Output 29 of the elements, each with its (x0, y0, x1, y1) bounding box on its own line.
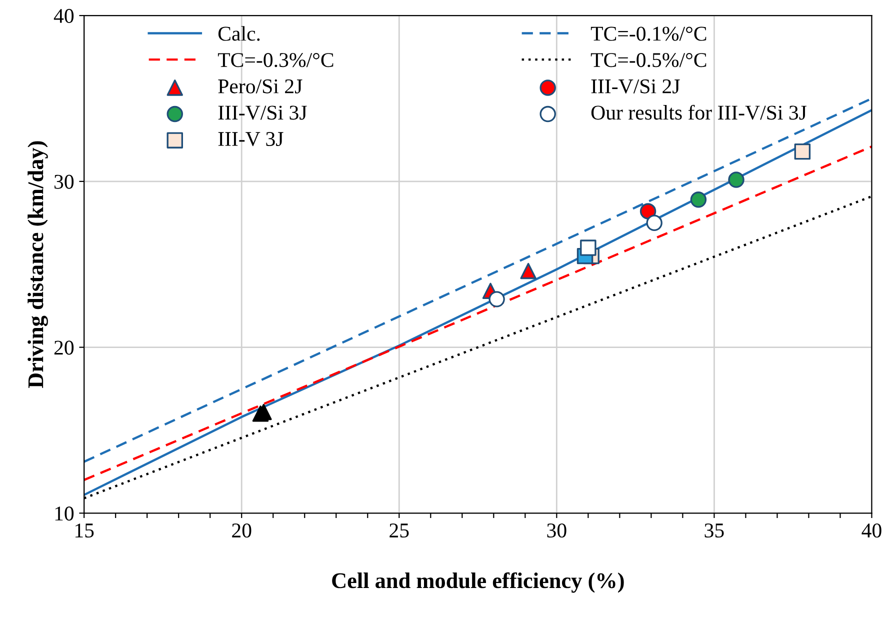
x-axis-title: Cell and module efficiency (%) (332, 572, 624, 593)
legend-label: TC=-0.1%/°C (590, 26, 706, 41)
legend-label: III-V/Si 2J (591, 79, 680, 94)
x-tick-label: 40 (862, 523, 882, 538)
point (580, 240, 596, 256)
point (488, 291, 505, 308)
legend-label: Pero/Si 2J (218, 79, 302, 94)
x-tick-label: 20 (232, 523, 252, 538)
y-tick-label: 40 (54, 8, 74, 23)
y-tick-label: 20 (54, 340, 74, 355)
x-tick-label: 25 (390, 524, 409, 538)
point (640, 203, 656, 220)
legend-label: Calc. (218, 26, 260, 41)
y-tick-label: 10 (55, 506, 74, 521)
legend-label: Our results for III-V/Si 3J (591, 104, 807, 120)
point (520, 262, 536, 280)
legend-label: III-V/Si 3J (218, 106, 307, 120)
y-tick-label: 30 (54, 174, 74, 189)
point (690, 192, 707, 208)
legend-label: III-V 3J (218, 132, 284, 146)
point (728, 172, 744, 188)
point (794, 143, 811, 160)
y-axis-title: Driving distance (km/day) (28, 141, 48, 388)
legend-label: TC=-0.5%/°C (590, 53, 706, 68)
legend-label: TC=-0.3%/°C (218, 53, 334, 68)
x-tick-label: 35 (704, 524, 724, 538)
point (646, 214, 662, 231)
x-tick-label: 15 (75, 524, 94, 538)
x-tick-label: 30 (547, 523, 566, 538)
